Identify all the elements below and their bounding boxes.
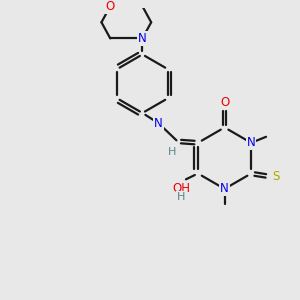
Text: O: O (220, 95, 229, 109)
Text: O: O (106, 0, 115, 13)
Text: OH: OH (172, 182, 190, 195)
Text: H: H (177, 192, 185, 202)
Text: N: N (247, 136, 256, 149)
Text: N: N (154, 117, 163, 130)
Text: S: S (272, 170, 279, 183)
Text: N: N (220, 182, 229, 195)
Text: N: N (138, 32, 147, 45)
Text: H: H (168, 147, 176, 157)
